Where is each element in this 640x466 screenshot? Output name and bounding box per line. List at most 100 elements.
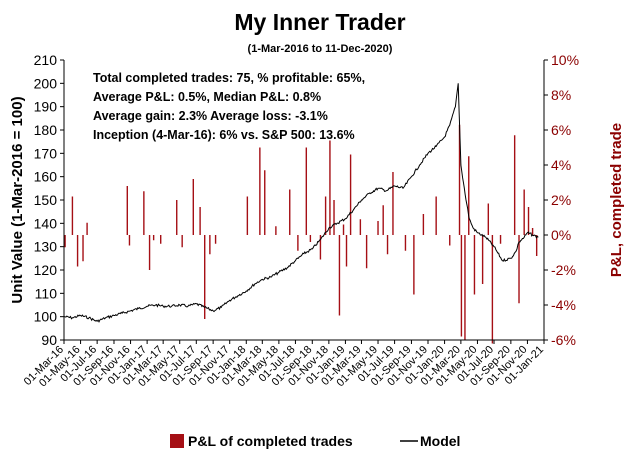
pnl-bar: [365, 235, 368, 269]
y2-axis-label: P&L, completed trade: [608, 123, 625, 277]
pnl-bar: [487, 203, 490, 235]
y-tick-label: 120: [34, 262, 58, 278]
y-tick-label: 170: [34, 145, 58, 161]
chart-title: My Inner Trader: [234, 9, 405, 35]
pnl-bar: [329, 140, 331, 235]
pnl-bar: [199, 207, 201, 235]
pnl-bar: [404, 235, 407, 251]
pnl-bar: [259, 147, 261, 235]
stats-annotation: Total completed trades: 75, % profitable…: [93, 71, 365, 142]
pnl-bar: [275, 226, 277, 235]
pnl-bar: [338, 235, 341, 316]
legend-line-label: Model: [420, 433, 460, 449]
y-tick-label: 100: [34, 309, 58, 325]
pnl-bar: [305, 147, 308, 235]
y-tick-label: 190: [34, 99, 58, 115]
annotation-line: Average gain: 2.3% Average loss: -3.1%: [93, 109, 328, 123]
y-axis-label: Unit Value (1-Mar-2016 = 100): [9, 96, 26, 303]
pnl-bar: [449, 235, 451, 246]
pnl-bar: [176, 200, 178, 235]
pnl-bar: [458, 124, 461, 235]
pnl-bar: [309, 235, 312, 242]
right-y-ticks: -6% -4% -2% 0% 2% 4% 6% 8% 10%: [544, 52, 579, 348]
pnl-bar: [413, 235, 415, 295]
model-line-group: [63, 83, 539, 323]
pnl-bar: [76, 235, 79, 267]
pnl-bar: [181, 235, 183, 248]
legend-bar-label: P&L of completed trades: [188, 433, 353, 449]
pnl-bar: [386, 235, 389, 255]
pnl-bar: [204, 235, 206, 319]
annotation-line: Inception (4-Mar-16): 6% vs. S&P 500: 13…: [93, 128, 355, 142]
pnl-bar: [527, 207, 530, 235]
pnl-bar: [513, 135, 516, 235]
pnl-bar: [143, 191, 145, 235]
pnl-bar: [535, 235, 538, 256]
pnl-bars-group: [64, 124, 538, 344]
legend-bar-swatch: [170, 434, 184, 448]
pnl-bar: [523, 189, 525, 235]
pnl-bar: [152, 235, 155, 241]
annotation-line: Average P&L: 0.5%, Median P&L: 0.8%: [93, 90, 321, 104]
y2-tick-label: -2%: [551, 262, 576, 278]
y-tick-label: 110: [35, 285, 58, 301]
pnl-bar: [359, 219, 362, 235]
pnl-bar: [214, 235, 217, 244]
left-y-ticks: 90 100 110 120 130 140 150 160 170 180 190 200 210: [34, 52, 64, 348]
pnl-bar: [342, 224, 345, 235]
pnl-bar: [349, 154, 352, 235]
y-tick-label: 180: [34, 122, 58, 138]
pnl-bar: [422, 214, 425, 235]
pnl-bar: [160, 235, 162, 244]
pnl-bar: [460, 235, 463, 337]
y-tick-label: 200: [34, 75, 58, 91]
x-ticks: 01-Mar-1601-May-1601-Jul-1601-Sep-1601-N…: [22, 340, 546, 389]
pnl-bar: [518, 235, 520, 304]
y-tick-label: 160: [34, 169, 58, 185]
pnl-bar: [71, 196, 74, 235]
pnl-bar: [382, 205, 384, 235]
y-tick-label: 210: [34, 52, 58, 68]
y-tick-label: 150: [34, 192, 58, 208]
pnl-bar: [473, 235, 476, 295]
y2-tick-label: 0%: [551, 227, 571, 243]
y2-tick-label: 8%: [551, 87, 571, 103]
pnl-bar: [126, 186, 128, 235]
pnl-bar: [377, 221, 379, 235]
y-tick-label: 130: [34, 239, 58, 255]
y2-tick-label: 2%: [551, 192, 571, 208]
chart-subtitle: (1-Mar-2016 to 11-Dec-2020): [248, 43, 393, 55]
pnl-bar: [148, 235, 151, 270]
pnl-bar: [531, 228, 534, 235]
pnl-bar: [464, 235, 466, 340]
pnl-bar: [468, 156, 470, 235]
y2-tick-label: 10%: [551, 52, 579, 68]
pnl-bar: [192, 179, 194, 235]
pnl-bar: [264, 170, 266, 235]
y2-tick-label: -4%: [551, 297, 576, 313]
model-line: [63, 83, 539, 323]
pnl-bar: [289, 189, 291, 235]
pnl-bar: [499, 235, 502, 244]
pnl-bar: [297, 235, 299, 251]
pnl-bar: [345, 235, 348, 267]
pnl-bar: [82, 235, 84, 262]
pnl-bar: [435, 196, 437, 235]
annotation-line: Total completed trades: 75, % profitable…: [93, 71, 365, 85]
y-tick-label: 90: [41, 332, 57, 348]
pnl-bar: [86, 222, 88, 235]
pnl-bar: [246, 196, 249, 235]
pnl-bar: [333, 200, 335, 235]
pnl-bar: [128, 235, 131, 246]
y2-tick-label: -6%: [551, 332, 576, 348]
legend: P&L of completed trades Model: [170, 433, 460, 449]
pnl-bar: [319, 235, 322, 260]
pnl-bar: [491, 235, 494, 344]
pnl-bar: [324, 196, 327, 235]
y2-tick-label: 4%: [551, 157, 571, 173]
y-tick-label: 140: [34, 215, 58, 231]
pnl-bar: [209, 235, 211, 255]
pnl-bar: [481, 235, 484, 284]
pnl-bar: [392, 172, 394, 235]
